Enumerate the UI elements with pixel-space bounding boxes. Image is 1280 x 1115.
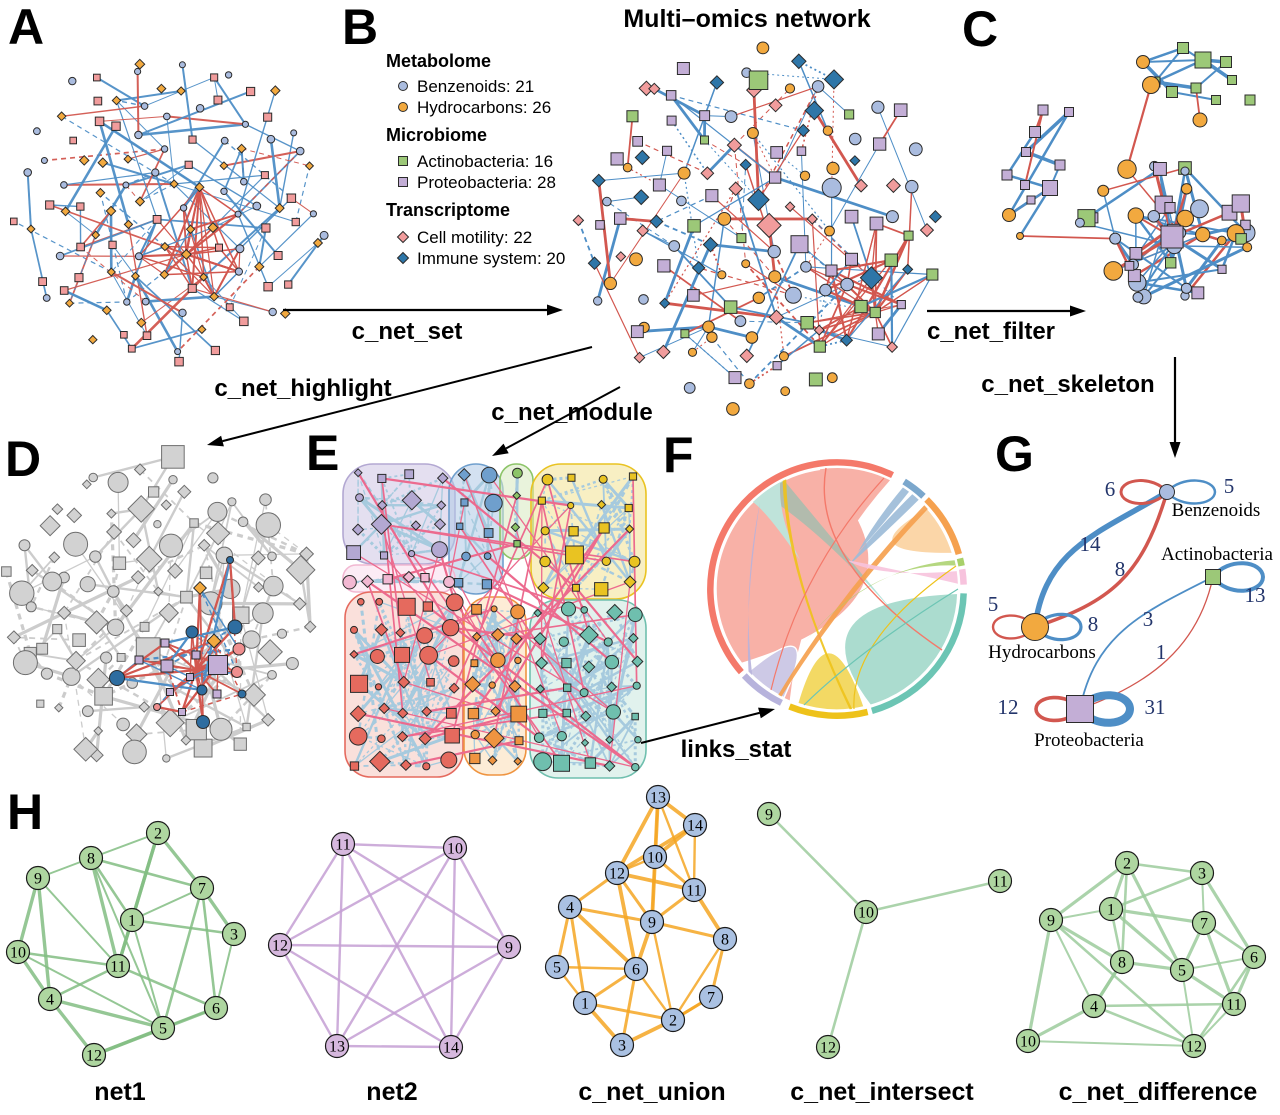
svg-text:1: 1 <box>128 912 136 929</box>
svg-text:3: 3 <box>1143 607 1154 631</box>
svg-text:Cell motility: 22: Cell motility: 22 <box>417 228 532 247</box>
svg-text:8: 8 <box>721 931 729 948</box>
svg-text:11: 11 <box>992 873 1007 890</box>
svg-text:8: 8 <box>1118 954 1126 971</box>
svg-text:net2: net2 <box>366 1078 417 1106</box>
svg-text:6: 6 <box>212 1000 220 1017</box>
svg-text:8: 8 <box>1088 612 1099 636</box>
svg-text:11: 11 <box>1226 996 1241 1013</box>
svg-text:1: 1 <box>1107 901 1115 918</box>
svg-text:11: 11 <box>686 882 701 899</box>
svg-text:c_net_filter: c_net_filter <box>927 318 1055 345</box>
svg-text:Hydrocarbons: Hydrocarbons <box>988 642 1096 663</box>
svg-text:Immune system: 20: Immune system: 20 <box>417 249 565 268</box>
svg-text:F: F <box>663 427 694 483</box>
svg-text:D: D <box>5 431 41 487</box>
svg-text:6: 6 <box>1105 477 1116 501</box>
svg-text:9: 9 <box>1047 912 1055 929</box>
svg-text:Hydrocarbons: 26: Hydrocarbons: 26 <box>417 98 551 117</box>
svg-text:31: 31 <box>1145 695 1166 719</box>
svg-text:4: 4 <box>1090 998 1098 1015</box>
svg-text:5: 5 <box>553 959 561 976</box>
svg-text:2: 2 <box>154 825 162 842</box>
svg-text:Transcriptome: Transcriptome <box>386 200 510 220</box>
svg-text:c_net_module: c_net_module <box>491 399 652 426</box>
svg-text:2: 2 <box>669 1012 677 1029</box>
svg-text:13: 13 <box>650 789 666 806</box>
svg-text:12: 12 <box>998 695 1019 719</box>
svg-text:9: 9 <box>648 914 656 931</box>
svg-text:4: 4 <box>46 991 54 1008</box>
svg-text:A: A <box>8 0 44 55</box>
svg-text:5: 5 <box>1224 474 1235 498</box>
svg-text:Benzenoids: Benzenoids <box>1172 500 1261 521</box>
svg-text:12: 12 <box>86 1047 102 1064</box>
svg-text:3: 3 <box>1198 865 1206 882</box>
svg-text:Actinobacteria: 16: Actinobacteria: 16 <box>417 152 553 171</box>
svg-text:c_net_skeleton: c_net_skeleton <box>981 371 1154 398</box>
svg-text:links_stat: links_stat <box>681 736 792 763</box>
svg-text:11: 11 <box>335 836 350 853</box>
svg-text:7: 7 <box>198 880 206 897</box>
svg-text:8: 8 <box>1115 557 1126 581</box>
svg-text:Benzenoids: 21: Benzenoids: 21 <box>417 77 534 96</box>
svg-text:14: 14 <box>443 1039 459 1056</box>
svg-text:9: 9 <box>34 870 42 887</box>
svg-text:1: 1 <box>1156 640 1167 664</box>
svg-text:11: 11 <box>110 958 125 975</box>
svg-text:10: 10 <box>1020 1033 1036 1050</box>
svg-text:12: 12 <box>820 1039 836 1056</box>
svg-text:12: 12 <box>609 865 625 882</box>
svg-text:6: 6 <box>1250 949 1258 966</box>
svg-text:Microbiome: Microbiome <box>386 125 487 145</box>
svg-text:12: 12 <box>272 937 288 954</box>
svg-text:3: 3 <box>618 1037 626 1054</box>
svg-text:E: E <box>306 425 339 481</box>
svg-text:H: H <box>7 784 43 840</box>
svg-text:14: 14 <box>687 817 703 834</box>
svg-text:10: 10 <box>858 904 874 921</box>
svg-text:1: 1 <box>581 995 589 1012</box>
svg-text:c_net_set: c_net_set <box>352 318 463 345</box>
svg-text:Proteobacteria: Proteobacteria <box>1034 730 1144 751</box>
svg-text:c_net_highlight: c_net_highlight <box>214 375 391 402</box>
svg-text:4: 4 <box>566 899 574 916</box>
svg-text:Metabolome: Metabolome <box>386 51 491 71</box>
svg-text:12: 12 <box>1186 1038 1202 1055</box>
svg-text:10: 10 <box>447 840 463 857</box>
svg-text:10: 10 <box>10 944 26 961</box>
svg-text:Multi–omics network: Multi–omics network <box>623 5 870 33</box>
svg-text:5: 5 <box>1178 962 1186 979</box>
svg-text:9: 9 <box>505 939 513 956</box>
svg-text:net1: net1 <box>94 1078 146 1106</box>
svg-text:c_net_intersect: c_net_intersect <box>790 1078 974 1106</box>
svg-text:7: 7 <box>1200 915 1208 932</box>
svg-text:2: 2 <box>1123 855 1131 872</box>
svg-text:5: 5 <box>159 1020 167 1037</box>
svg-text:14: 14 <box>1080 532 1102 556</box>
svg-text:6: 6 <box>632 961 640 978</box>
svg-text:Actinobacteria: Actinobacteria <box>1161 544 1273 565</box>
svg-text:C: C <box>962 1 998 57</box>
svg-text:13: 13 <box>1245 583 1266 607</box>
svg-text:5: 5 <box>988 592 999 616</box>
svg-text:10: 10 <box>647 849 663 866</box>
svg-text:13: 13 <box>329 1038 345 1055</box>
svg-text:8: 8 <box>87 850 95 867</box>
svg-text:7: 7 <box>707 989 715 1006</box>
svg-text:3: 3 <box>230 926 238 943</box>
svg-text:G: G <box>995 426 1034 482</box>
svg-text:B: B <box>342 0 378 55</box>
svg-text:c_net_difference: c_net_difference <box>1059 1078 1258 1106</box>
svg-text:9: 9 <box>765 806 773 823</box>
svg-text:c_net_union: c_net_union <box>578 1078 725 1106</box>
svg-text:Proteobacteria: 28: Proteobacteria: 28 <box>417 173 556 192</box>
